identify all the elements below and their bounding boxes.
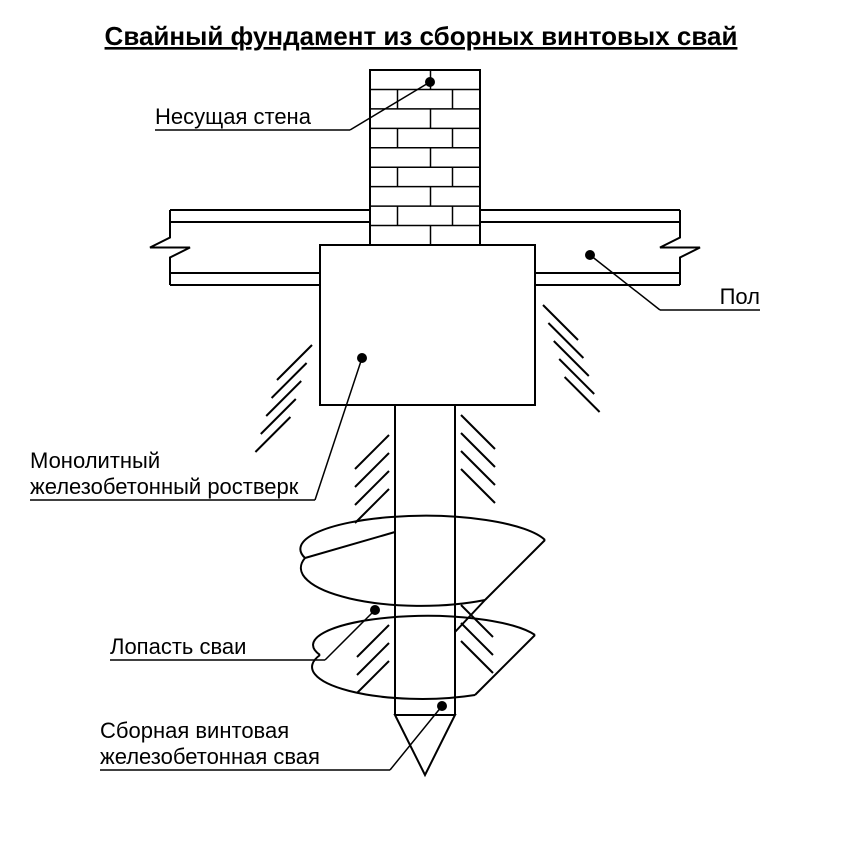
callout-blade: Лопасть сваи xyxy=(110,605,380,660)
callout-grillage-text-1: железобетонный ростверк xyxy=(30,474,299,499)
callout-blade-text-0: Лопасть сваи xyxy=(110,634,246,659)
callout-wall-text-0: Несущая стена xyxy=(155,104,312,129)
brick-wall xyxy=(370,70,480,245)
callout-floor-text-0: Пол xyxy=(720,284,760,309)
callout-grillage-text-0: Монолитный xyxy=(30,448,160,473)
callout-floor: Пол xyxy=(585,250,760,310)
callout-pile-text-0: Сборная винтовая xyxy=(100,718,289,743)
callout-grillage: железобетонный ростверкМонолитный xyxy=(30,353,367,500)
grillage xyxy=(320,245,535,405)
diagram-title: Свайный фундамент из сборных винтовых св… xyxy=(105,21,738,51)
callout-pile-text-1: железобетонная свая xyxy=(100,744,320,769)
pile-shaft-front xyxy=(395,405,455,715)
